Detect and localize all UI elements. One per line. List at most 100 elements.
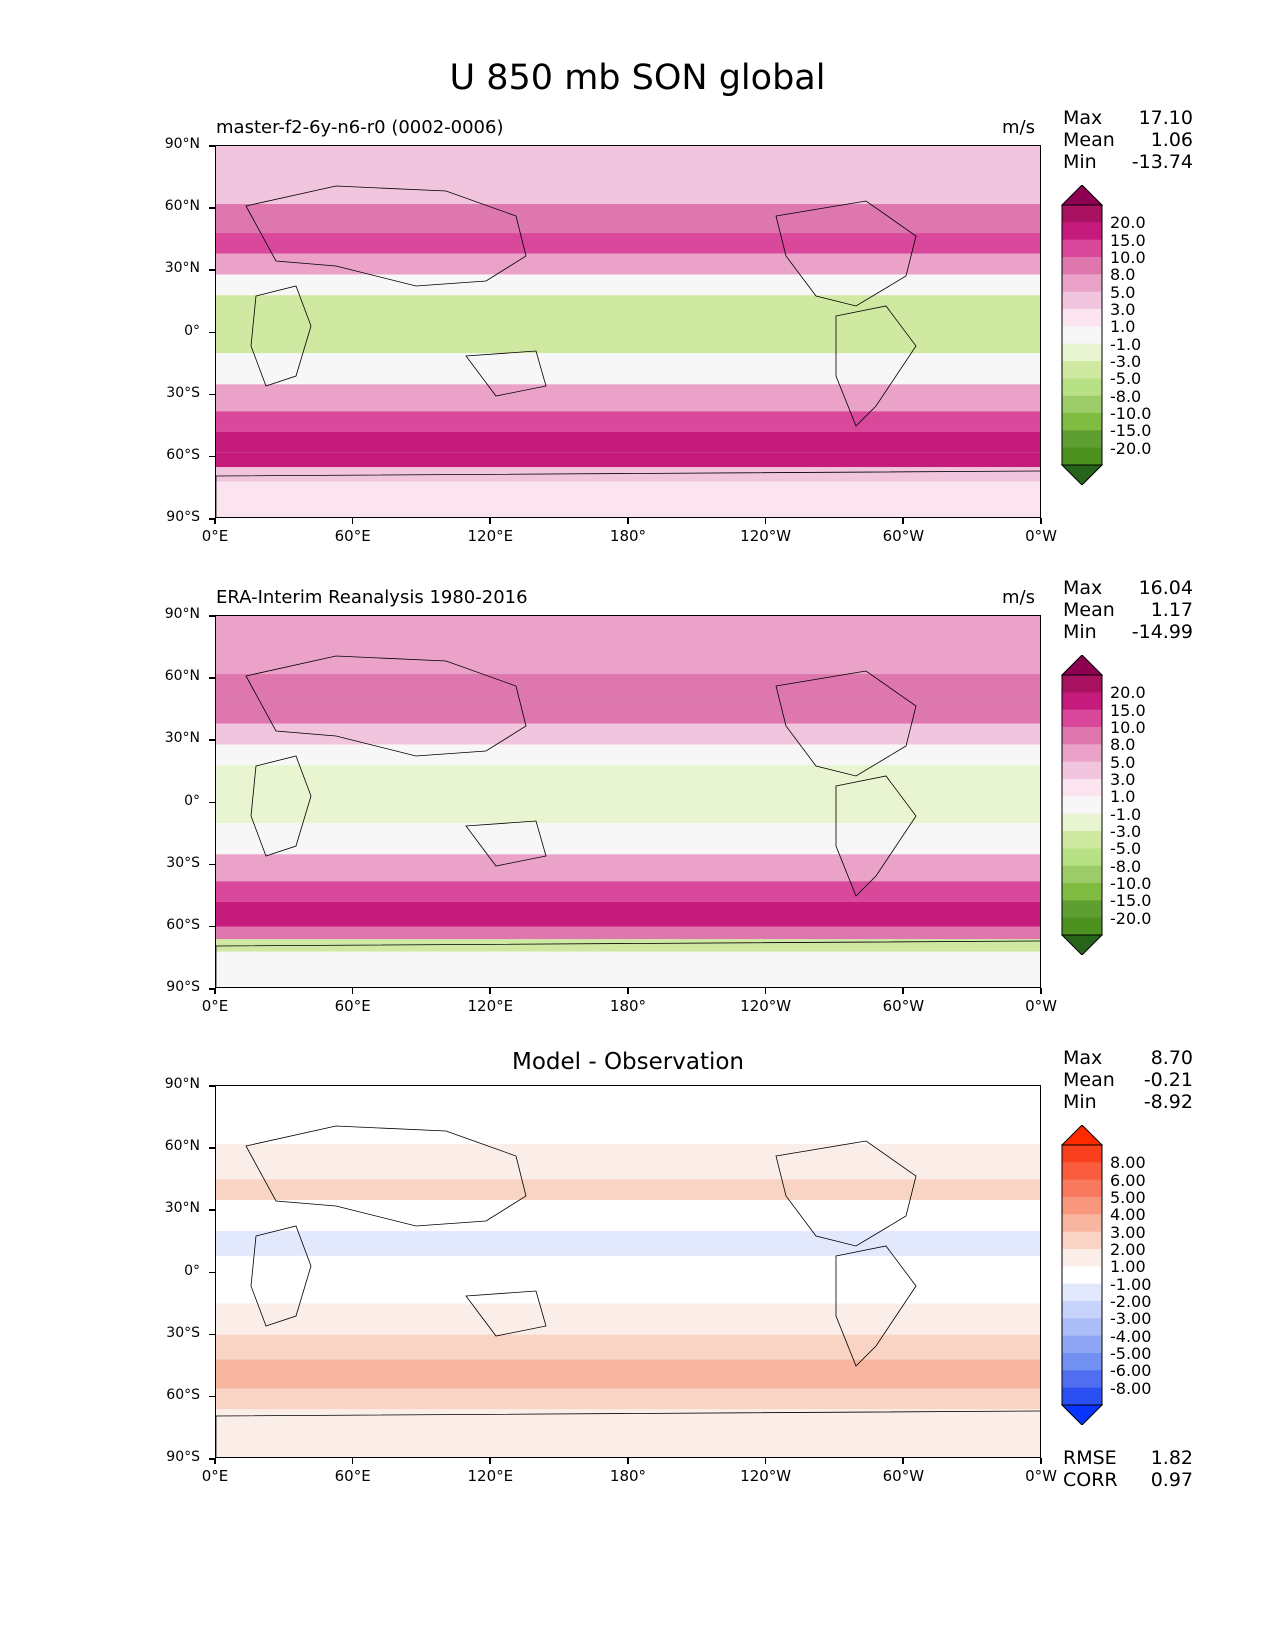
lon-tick-label: 120°W [736, 988, 796, 1015]
colorbar-tick-label: 8.0 [1110, 735, 1136, 755]
contour-band [216, 823, 1040, 855]
colorbar-tick-label: -3.0 [1110, 822, 1142, 841]
colorbar-tick-label: 15.0 [1110, 230, 1146, 250]
colorbar-segment [1062, 1231, 1102, 1250]
coastline [775, 1140, 917, 1247]
colorbar [1060, 184, 1105, 489]
colorbar-segment [1062, 257, 1102, 275]
lat-tick-label: 30°S [130, 855, 215, 871]
contour-band [216, 1388, 1040, 1410]
coastline [245, 185, 527, 287]
mean-value: 1.17 [1150, 599, 1193, 621]
colorbar-segment [1062, 1145, 1102, 1163]
colorbar-tick-label: 3.00 [1110, 1222, 1146, 1242]
contour-band [216, 431, 1040, 453]
colorbar-tick-label: 5.0 [1110, 752, 1136, 772]
colorbar-tick-label: -5.0 [1110, 369, 1142, 389]
units-label: m/s [1002, 587, 1035, 608]
contour-band [216, 481, 1040, 517]
min-value: -14.99 [1131, 621, 1193, 643]
coastline [775, 200, 917, 307]
colorbar-extend-bottom [1060, 1404, 1104, 1426]
max-label: Max [1063, 107, 1103, 129]
colorbar-segment [1062, 900, 1102, 919]
contour-band [216, 765, 1040, 824]
contour-band [216, 1144, 1040, 1180]
colorbar-tick-label: 2.00 [1110, 1240, 1146, 1259]
contour-band [216, 744, 1040, 766]
colorbar-segment [1062, 813, 1102, 832]
coastline [250, 1225, 312, 1327]
max-label: Max [1063, 577, 1103, 599]
colorbar-segment [1062, 222, 1102, 241]
colorbar-tick-label: -20.0 [1110, 438, 1152, 458]
colorbar-tick-label: 5.0 [1110, 282, 1136, 302]
contour-band [216, 616, 1040, 675]
colorbar-segment [1062, 343, 1102, 362]
panel-observation: ERA-Interim Reanalysis 1980-2016 m/s Max… [0, 575, 1275, 1015]
coastline [250, 285, 312, 387]
colorbar-extend-bottom [1060, 934, 1104, 956]
contour-band [216, 1086, 1040, 1145]
colorbar-segment [1062, 1318, 1102, 1337]
contour-band [216, 1303, 1040, 1335]
panel-subtitle: master-f2-6y-n6-r0 (0002-0006) [216, 117, 504, 138]
stats-box: Max 16.04 Mean 1.17 Min -14.99 [1063, 577, 1193, 643]
colorbar-tick-label: 6.00 [1110, 1170, 1146, 1190]
colorbar-extend-top [1060, 1124, 1104, 1146]
colorbar-frame [1061, 204, 1103, 466]
colorbar-tick-label: 8.0 [1110, 265, 1136, 285]
colorbar-tick-label: -8.0 [1110, 386, 1142, 406]
lat-tick-label: 60°N [130, 1138, 215, 1154]
lon-tick-label: 60°W [873, 988, 933, 1015]
contour-band [216, 703, 1040, 724]
colorbar-segment [1062, 1353, 1102, 1371]
colorbar-segment [1062, 239, 1102, 258]
lon-tick-label: 0°W [1011, 988, 1071, 1015]
contour-band [216, 467, 1040, 482]
colorbar-segment [1062, 1214, 1102, 1233]
colorbar-segment [1062, 692, 1102, 711]
coastline [465, 1290, 547, 1337]
colorbar-tick-label: -15.0 [1110, 421, 1152, 441]
colorbar-segment [1062, 1266, 1102, 1285]
lat-tick-label: 90°N [130, 606, 215, 622]
contour-band [216, 1199, 1040, 1232]
lat-tick-label: 60°S [130, 917, 215, 933]
rmse-label: RMSE [1063, 1447, 1117, 1469]
lon-tick-label: 180° [598, 1458, 658, 1485]
lon-tick-label: 0°E [185, 1458, 245, 1485]
lat-tick-label: 0° [130, 793, 215, 809]
min-label: Min [1063, 151, 1097, 173]
stats-box: Max 17.10 Mean 1.06 Min -13.74 [1063, 107, 1193, 173]
colorbar-segment [1062, 447, 1102, 466]
stats-box: Max 8.70 Mean -0.21 Min -8.92 [1063, 1047, 1193, 1113]
colorbar-tick-label: -8.00 [1110, 1378, 1152, 1398]
lon-tick-label: 60°E [323, 1458, 383, 1485]
colorbar-segment [1062, 378, 1102, 397]
corr-label: CORR [1063, 1469, 1118, 1491]
lon-tick-label: 120°E [460, 988, 520, 1015]
coastline [465, 350, 547, 397]
colorbar-tick-label: -5.0 [1110, 839, 1142, 859]
units-label: m/s [1002, 117, 1035, 138]
min-label: Min [1063, 1091, 1097, 1113]
colorbar-tick-label: 1.0 [1110, 787, 1136, 807]
coastline [835, 1245, 917, 1367]
contour-band [216, 253, 1040, 275]
contour-band [216, 1359, 1040, 1389]
colorbar-segment [1062, 1301, 1102, 1319]
colorbar-tick-label: -8.0 [1110, 856, 1142, 876]
colorbar-tick-label: 5.00 [1110, 1188, 1146, 1207]
colorbar-tick-label: -10.0 [1110, 404, 1152, 423]
lon-tick-label: 180° [598, 518, 658, 545]
contour-band [216, 146, 1040, 205]
contour-band [216, 881, 1040, 902]
colorbar-tick-label: 3.0 [1110, 300, 1136, 319]
contour-band [216, 901, 1040, 927]
contour-band [216, 274, 1040, 296]
coastline [216, 1410, 1040, 1457]
colorbar-tick-label: -2.00 [1110, 1292, 1152, 1311]
lat-tick-label: 30°S [130, 385, 215, 401]
contour-band [216, 723, 1040, 745]
